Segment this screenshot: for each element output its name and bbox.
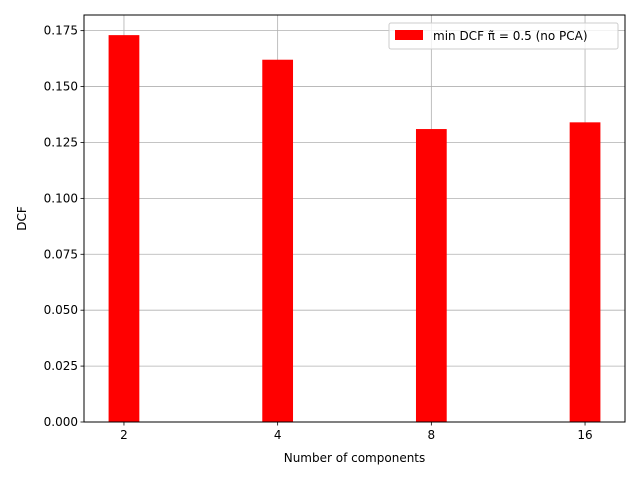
y-tick-label: 0.050 bbox=[44, 303, 78, 317]
bar bbox=[108, 35, 140, 422]
x-tick-label: 16 bbox=[577, 428, 592, 442]
bar bbox=[415, 129, 447, 423]
x-tick-label: 8 bbox=[428, 428, 436, 442]
y-tick-label: 0.075 bbox=[44, 247, 78, 261]
x-tick-label: 4 bbox=[274, 428, 282, 442]
bar bbox=[569, 122, 601, 422]
x-tick-label: 2 bbox=[120, 428, 128, 442]
bars bbox=[108, 35, 601, 423]
legend-label: min DCF π̃ = 0.5 (no PCA) bbox=[433, 29, 588, 43]
legend: min DCF π̃ = 0.5 (no PCA) bbox=[388, 22, 619, 50]
y-tick-label: 0.000 bbox=[44, 415, 78, 429]
x-axis-label: Number of components bbox=[284, 451, 426, 465]
y-tick-label: 0.125 bbox=[44, 135, 78, 149]
y-tick-label: 0.100 bbox=[44, 191, 78, 205]
bar bbox=[262, 59, 294, 422]
legend-box bbox=[388, 22, 619, 50]
y-tick-label: 0.175 bbox=[44, 24, 78, 38]
y-tick-label: 0.025 bbox=[44, 359, 78, 373]
ticks: 0.000 0.025 0.050 0.075 0.100 0.125 0.150 0.175… bbox=[44, 24, 593, 442]
y-axis-label: DCF bbox=[15, 206, 29, 231]
y-tick-label: 0.150 bbox=[44, 80, 78, 94]
legend-swatch bbox=[395, 30, 423, 40]
plot-frame bbox=[83, 14, 626, 423]
